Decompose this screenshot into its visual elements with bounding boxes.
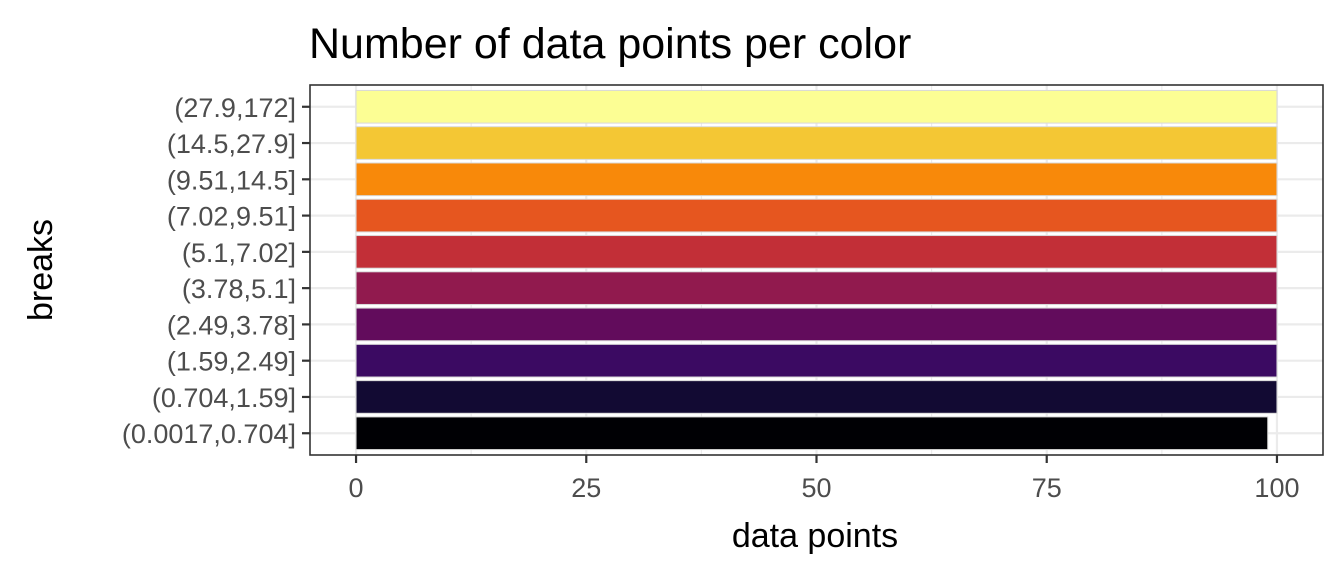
x-axis-title: data points (732, 517, 898, 555)
y-tick-label: (7.02,9.51] (167, 202, 296, 232)
y-tick-label: (14.5,27.9] (167, 129, 296, 159)
y-axis-title: breaks (22, 219, 60, 321)
x-tick-label: 0 (349, 473, 364, 503)
bar (355, 89, 1278, 124)
chart-title: Number of data points per color (309, 20, 911, 68)
bars (355, 89, 1278, 451)
y-tick-label: (9.51,14.5] (167, 165, 296, 195)
y-tick-label: (27.9,172] (174, 93, 296, 123)
bar (355, 198, 1278, 233)
y-tick-label: (3.78,5.1] (182, 274, 296, 304)
x-tick-label: 100 (1254, 473, 1299, 503)
bar (355, 271, 1278, 305)
bar (355, 380, 1278, 414)
plot-panel (309, 84, 1324, 456)
bar (355, 126, 1278, 160)
y-tick-label: (1.59,2.49] (167, 347, 296, 377)
bar (355, 162, 1278, 197)
bar (355, 416, 1269, 451)
x-axis: 0 25 50 75 100 (349, 455, 1299, 503)
y-tick-label: (0.704,1.59] (152, 383, 296, 413)
bar (355, 235, 1278, 269)
x-tick-label: 50 (801, 473, 831, 503)
bar (355, 343, 1278, 378)
y-tick-label: (5.1,7.02] (182, 238, 296, 268)
x-tick-label: 25 (571, 473, 601, 503)
y-tick-label: (0.0017,0.704] (122, 419, 296, 449)
bar (355, 307, 1278, 342)
y-axis: (0.0017,0.704] (0.704,1.59] (1.59,2.49] (2.… (122, 93, 310, 449)
y-tick-label: (2.49,3.78] (167, 310, 296, 340)
x-tick-label: 75 (1032, 473, 1062, 503)
